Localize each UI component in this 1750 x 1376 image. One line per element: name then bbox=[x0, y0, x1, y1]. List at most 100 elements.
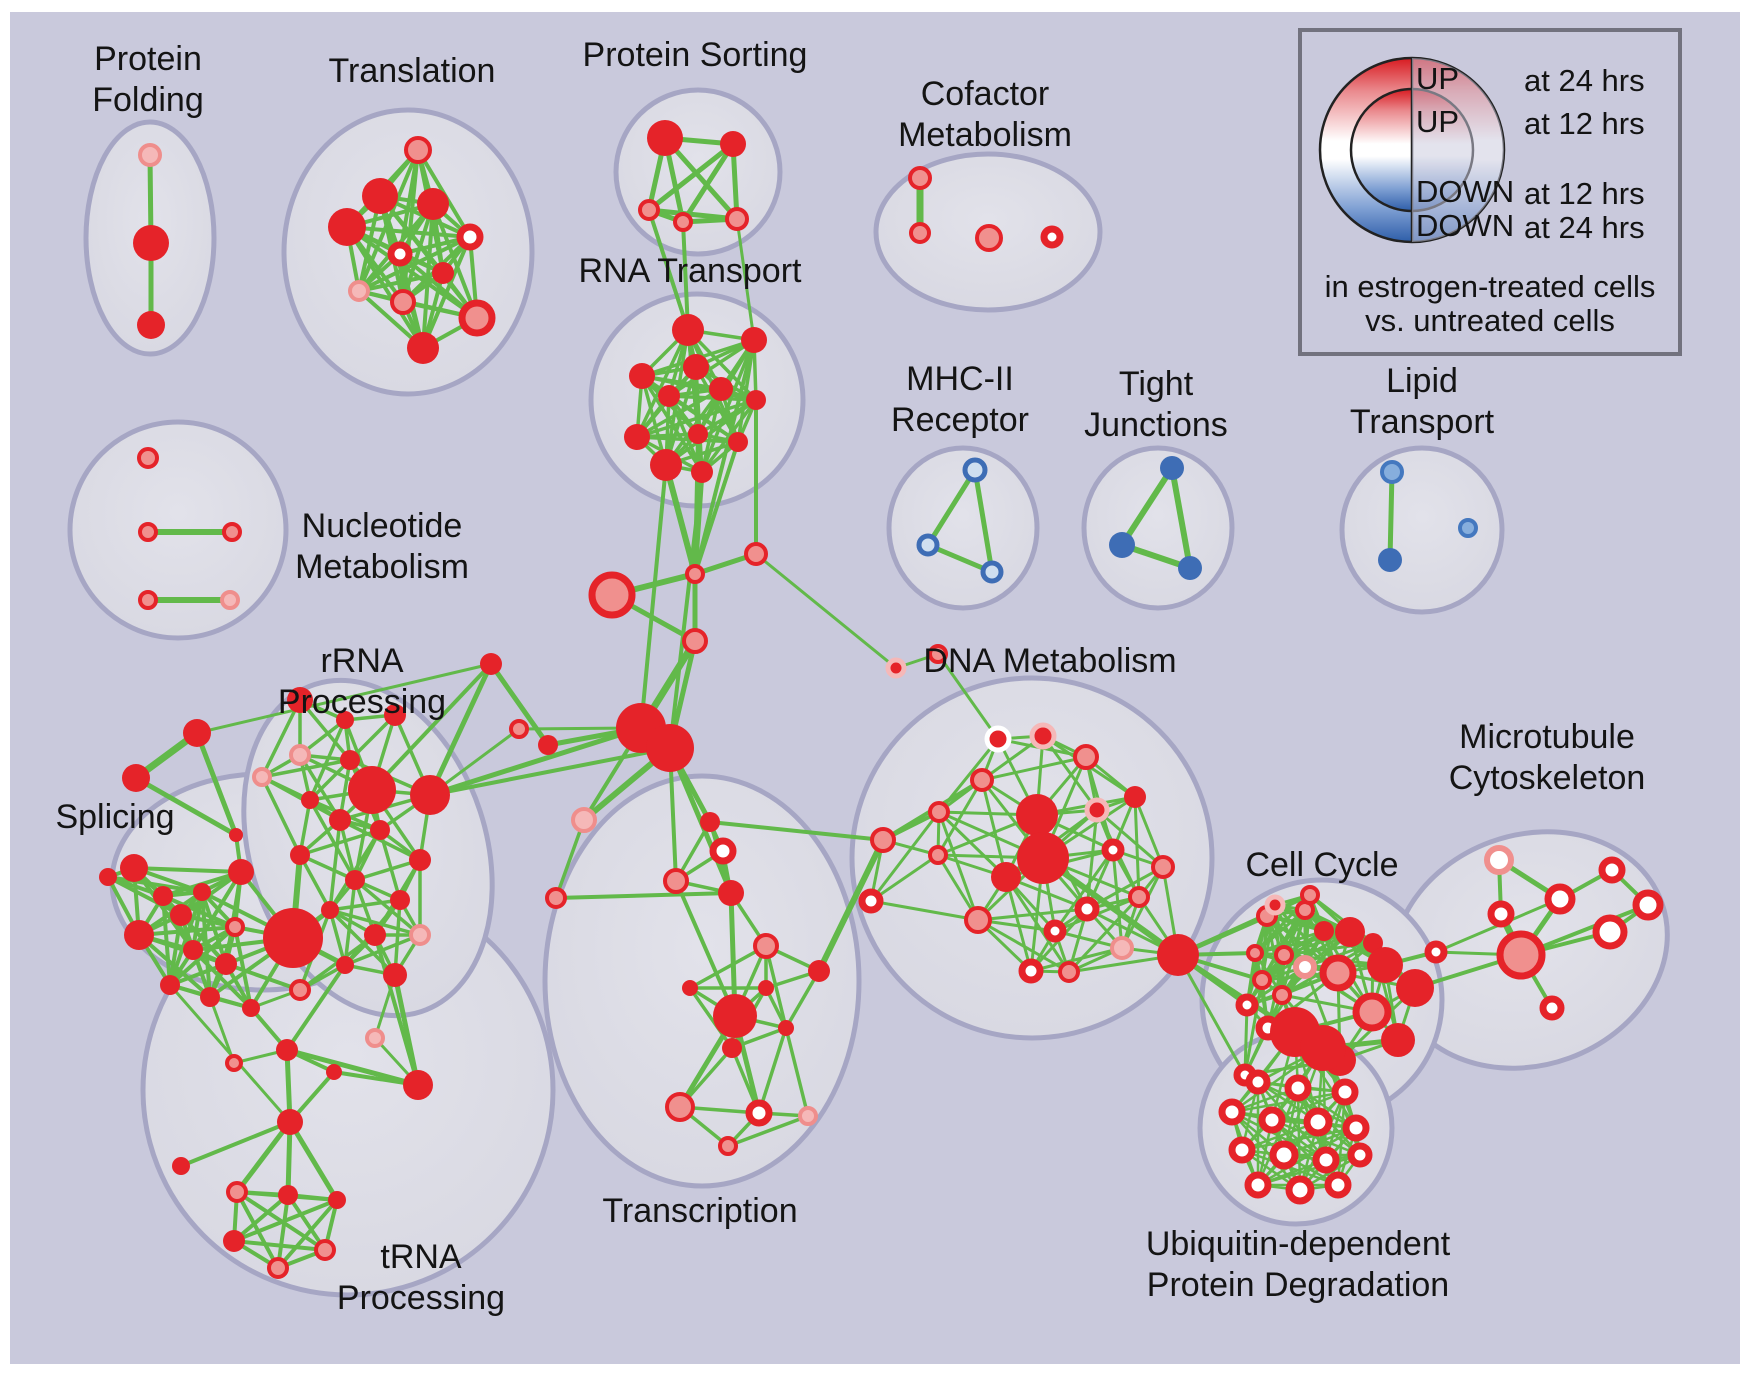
edge bbox=[1253, 930, 1352, 955]
edge bbox=[937, 810, 980, 922]
gene-node bbox=[1300, 885, 1320, 905]
gene-node bbox=[410, 775, 450, 815]
nodes-layer bbox=[99, 120, 1664, 1279]
gene-node bbox=[99, 868, 117, 886]
gene-node bbox=[1128, 886, 1150, 908]
cluster-label-mh: MHC-II bbox=[906, 360, 1014, 398]
gene-node bbox=[340, 750, 360, 770]
gene-node bbox=[329, 809, 351, 831]
edge bbox=[976, 918, 1071, 974]
edge bbox=[427, 661, 494, 798]
gene-node bbox=[1396, 969, 1434, 1007]
gene-node bbox=[289, 979, 311, 1001]
gene-node bbox=[223, 1230, 245, 1252]
gene-node bbox=[688, 424, 708, 444]
cluster-label-mt: Cytoskeleton bbox=[1449, 759, 1646, 797]
gene-node bbox=[908, 166, 932, 190]
gene-node bbox=[1228, 1136, 1256, 1164]
edge bbox=[554, 818, 586, 900]
gene-node bbox=[229, 828, 243, 842]
edge bbox=[674, 879, 737, 1018]
gene-node bbox=[509, 719, 529, 739]
edge bbox=[667, 394, 740, 444]
edge bbox=[1387, 469, 1395, 563]
edge bbox=[328, 908, 347, 967]
gene-node bbox=[432, 262, 454, 284]
edge bbox=[353, 878, 422, 937]
gene-node bbox=[672, 314, 704, 346]
edge bbox=[353, 858, 422, 882]
edge bbox=[936, 778, 984, 857]
edge bbox=[373, 933, 420, 1087]
gene-node bbox=[336, 711, 354, 729]
gene-node bbox=[1245, 1069, 1271, 1095]
legend-up-12h-label: UP bbox=[1416, 104, 1460, 139]
gene-node bbox=[629, 363, 655, 389]
cluster-label-tj: Tight bbox=[1119, 365, 1194, 403]
edge bbox=[764, 944, 788, 1030]
edge bbox=[757, 1026, 788, 1115]
gene-node bbox=[1598, 856, 1626, 884]
edge bbox=[1111, 848, 1124, 950]
edge bbox=[726, 1114, 810, 1148]
edge bbox=[232, 1239, 327, 1252]
gene-node bbox=[215, 953, 237, 975]
gene-node bbox=[301, 791, 319, 809]
edge bbox=[298, 698, 352, 762]
edge bbox=[343, 933, 422, 967]
cluster-label-rt: RNA Transport bbox=[579, 252, 803, 290]
gene-node bbox=[1178, 556, 1202, 580]
edge bbox=[308, 798, 357, 882]
gene-node bbox=[1235, 993, 1259, 1017]
gene-node bbox=[160, 975, 180, 995]
gene-node bbox=[278, 1185, 298, 1205]
edge bbox=[647, 208, 690, 332]
gene-node bbox=[267, 1257, 289, 1279]
gene-node bbox=[1157, 934, 1199, 976]
edge bbox=[662, 135, 740, 222]
edge bbox=[1004, 875, 1071, 974]
gene-node bbox=[326, 1064, 342, 1080]
edge bbox=[925, 467, 978, 548]
edge bbox=[667, 394, 758, 402]
gene-node bbox=[1218, 1098, 1246, 1126]
edge bbox=[664, 365, 698, 467]
gene-node bbox=[638, 199, 660, 221]
edge bbox=[488, 661, 551, 748]
gene-node bbox=[138, 143, 162, 167]
cluster-label-li: Transport bbox=[1350, 403, 1495, 441]
gene-node bbox=[1272, 985, 1292, 1005]
edge bbox=[168, 890, 204, 987]
edge bbox=[393, 898, 402, 977]
edge bbox=[168, 913, 183, 987]
gene-node bbox=[226, 1181, 248, 1203]
edge bbox=[431, 202, 479, 320]
edge bbox=[260, 698, 302, 779]
gene-node bbox=[138, 590, 158, 610]
gene-node bbox=[276, 1039, 298, 1061]
edge bbox=[298, 853, 332, 912]
cluster-label-ub: Protein Degradation bbox=[1147, 1266, 1449, 1304]
edge bbox=[869, 810, 941, 903]
legend-caption-line1: in estrogen-treated cells bbox=[1324, 269, 1656, 304]
gene-node bbox=[328, 1191, 346, 1209]
edge bbox=[427, 725, 644, 798]
gene-node bbox=[220, 590, 240, 610]
edge bbox=[869, 899, 980, 922]
edge bbox=[936, 652, 1000, 741]
gene-node bbox=[1539, 995, 1565, 1021]
gene-node bbox=[1274, 945, 1294, 965]
cluster-label-pf: Folding bbox=[92, 81, 204, 119]
gene-node bbox=[336, 956, 354, 974]
gene-node bbox=[409, 849, 431, 871]
edge bbox=[298, 828, 382, 857]
edge bbox=[260, 775, 302, 857]
edge bbox=[1041, 734, 1099, 812]
gene-node bbox=[1312, 1146, 1340, 1174]
gene-node bbox=[1244, 1171, 1272, 1199]
gene-node bbox=[1458, 518, 1478, 538]
edge bbox=[976, 907, 1089, 922]
gene-node bbox=[456, 223, 484, 251]
gene-node bbox=[252, 767, 272, 787]
